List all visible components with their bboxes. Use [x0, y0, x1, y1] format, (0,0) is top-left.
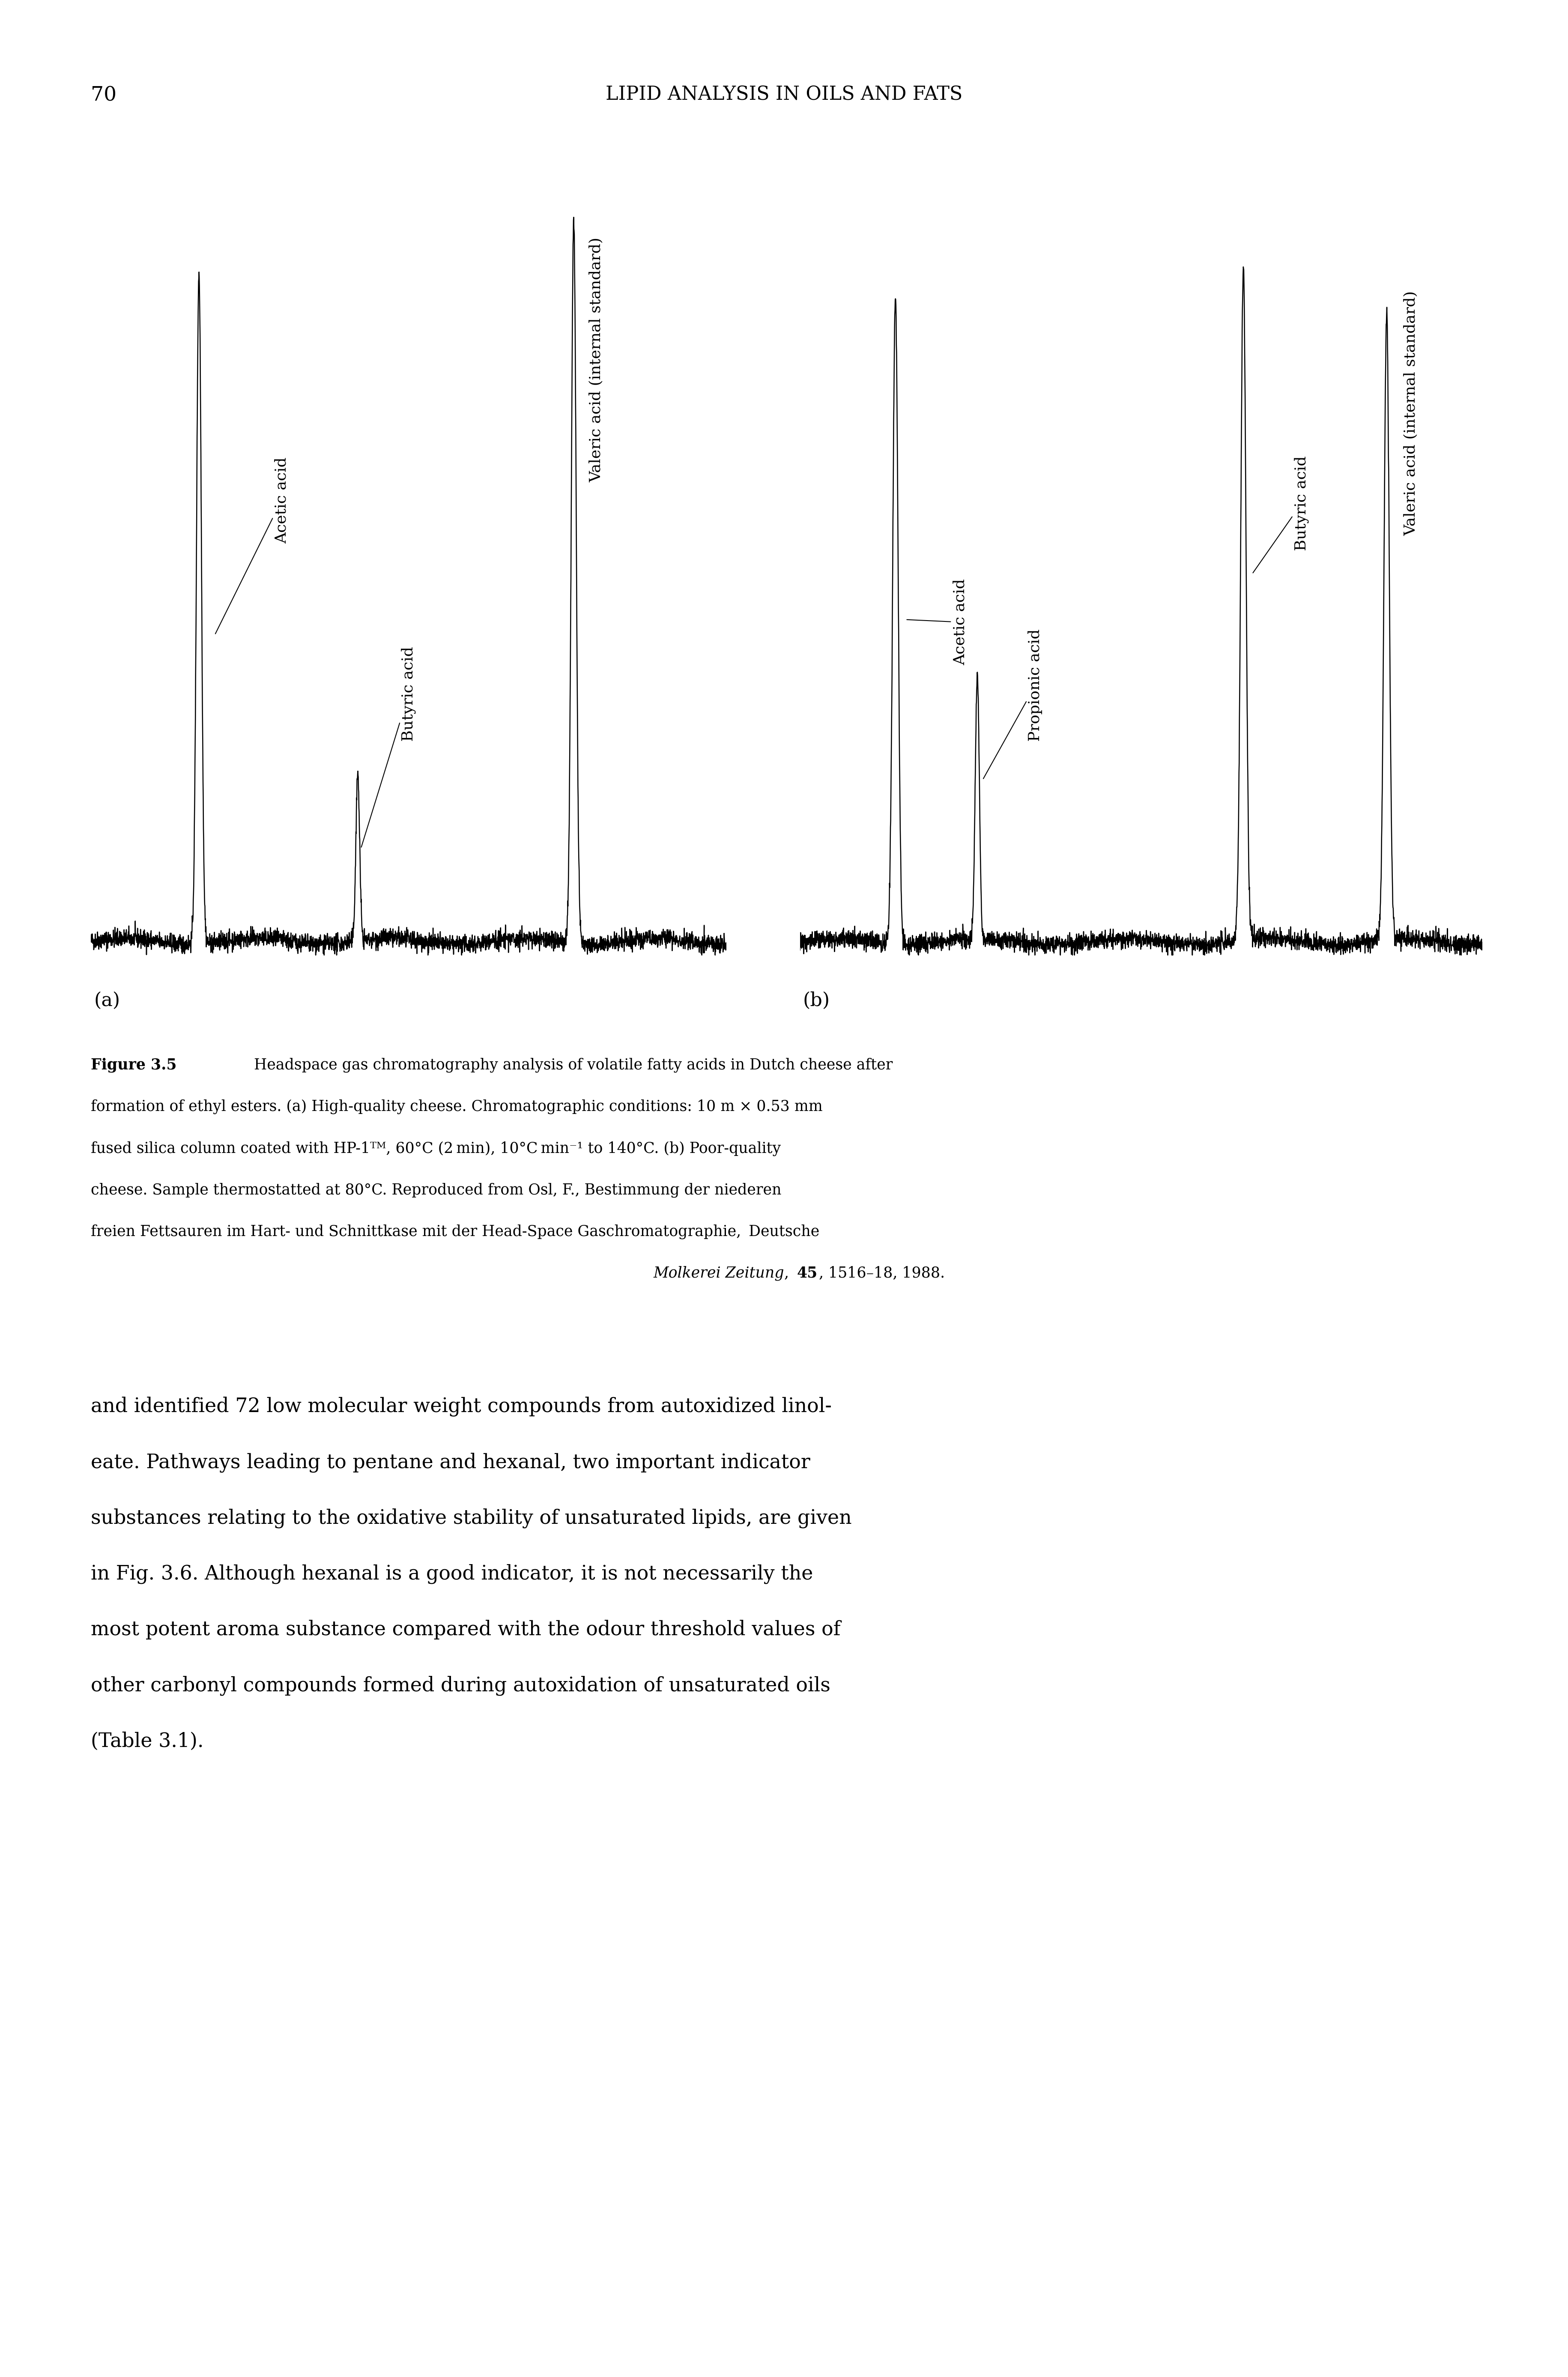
Text: 45: 45 [797, 1267, 817, 1281]
Text: most potent aroma substance compared with the odour threshold values of: most potent aroma substance compared wit… [91, 1621, 840, 1640]
Text: LIPID ANALYSIS IN OILS AND FATS: LIPID ANALYSIS IN OILS AND FATS [605, 86, 963, 105]
Text: cheese. Sample thermostatted at 80°C. Reproduced from Osl, F., Bestimmung der ni: cheese. Sample thermostatted at 80°C. Re… [91, 1184, 781, 1198]
Text: eate. Pathways leading to pentane and hexanal, two important indicator: eate. Pathways leading to pentane and he… [91, 1452, 811, 1471]
Text: 70: 70 [91, 86, 116, 105]
Text: formation of ethyl esters. (a) High-quality cheese. Chromatographic conditions: : formation of ethyl esters. (a) High-qual… [91, 1098, 823, 1115]
Text: and identified 72 low molecular weight compounds from autoxidized linol-: and identified 72 low molecular weight c… [91, 1398, 831, 1417]
Text: Headspace gas chromatography analysis of volatile fatty acids in Dutch cheese af: Headspace gas chromatography analysis of… [245, 1058, 892, 1072]
Text: Acetic acid: Acetic acid [215, 456, 289, 635]
Text: Butyric acid: Butyric acid [361, 647, 416, 846]
Text: Valeric acid (internal standard): Valeric acid (internal standard) [1403, 290, 1417, 535]
Text: Butyric acid: Butyric acid [1253, 456, 1308, 573]
Text: Acetic acid: Acetic acid [906, 580, 967, 666]
Text: , 1516–18, 1988.: , 1516–18, 1988. [818, 1267, 944, 1281]
Text: fused silica column coated with HP-1ᵀᴹ, 60°C (2 min), 10°C min⁻¹ to 140°C. (b) P: fused silica column coated with HP-1ᵀᴹ, … [91, 1141, 781, 1155]
Text: Propionic acid: Propionic acid [983, 630, 1043, 780]
Text: Valeric acid (internal standard): Valeric acid (internal standard) [588, 238, 604, 483]
Text: in Fig. 3.6. Although hexanal is a good indicator, it is not necessarily the: in Fig. 3.6. Although hexanal is a good … [91, 1564, 814, 1583]
Text: Molkerei Zeitung: Molkerei Zeitung [654, 1267, 784, 1281]
Text: (Table 3.1).: (Table 3.1). [91, 1733, 204, 1752]
Text: (b): (b) [803, 991, 829, 1010]
Text: other carbonyl compounds formed during autoxidation of unsaturated oils: other carbonyl compounds formed during a… [91, 1676, 831, 1695]
Text: freien Fettsauren im Hart- und Schnittkase mit der Head-Space Gaschromatographie: freien Fettsauren im Hart- und Schnittka… [91, 1224, 820, 1238]
Text: ,: , [784, 1267, 793, 1281]
Text: substances relating to the oxidative stability of unsaturated lipids, are given: substances relating to the oxidative sta… [91, 1509, 851, 1528]
Text: Figure 3.5: Figure 3.5 [91, 1058, 177, 1072]
Text: (a): (a) [94, 991, 121, 1010]
